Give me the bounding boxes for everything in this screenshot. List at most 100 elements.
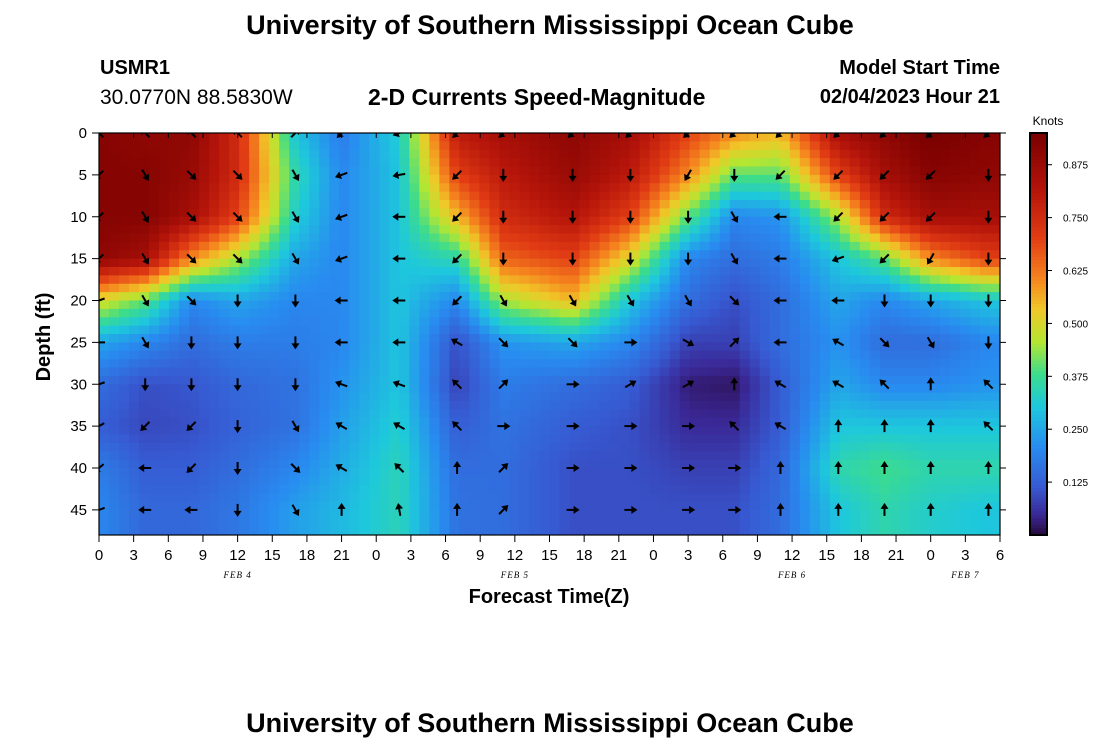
heatmap-cell <box>399 292 410 302</box>
heatmap-cell <box>139 367 150 377</box>
heatmap-cell <box>959 350 971 360</box>
heatmap-cell <box>479 493 491 503</box>
heatmap-cell <box>589 325 601 335</box>
heatmap-cell <box>499 267 511 276</box>
heatmap-cell <box>979 208 991 218</box>
heatmap-cell <box>769 468 781 477</box>
heatmap-cell <box>949 174 961 184</box>
heatmap-cell <box>329 468 340 477</box>
heatmap-cell <box>629 350 641 360</box>
heatmap-cell <box>99 526 110 535</box>
heatmap-cell <box>609 392 621 402</box>
heatmap-cell <box>389 241 400 251</box>
heatmap-cell <box>509 392 521 402</box>
colorbar-label: Knots <box>1033 114 1064 128</box>
heatmap-cell <box>119 484 130 494</box>
heatmap-cell <box>119 476 130 486</box>
heatmap-cell <box>849 241 861 251</box>
heatmap-cell <box>169 401 180 410</box>
heatmap-cell <box>119 325 130 335</box>
heatmap-cell <box>779 426 791 436</box>
heatmap-cell <box>399 484 410 494</box>
heatmap-cell <box>109 367 120 377</box>
heatmap-cell <box>429 359 440 369</box>
heatmap-cell <box>189 401 200 410</box>
heatmap-cell <box>289 325 300 335</box>
heatmap-cell <box>269 250 280 260</box>
heatmap-cell <box>119 459 130 469</box>
heatmap-cell <box>879 241 891 251</box>
heatmap-cell <box>489 174 501 184</box>
heatmap-cell <box>789 317 801 327</box>
heatmap-cell <box>229 417 240 427</box>
heatmap-cell <box>699 459 711 469</box>
heatmap-cell <box>489 501 501 511</box>
heatmap-cell <box>509 409 521 419</box>
heatmap-cell <box>239 484 250 494</box>
heatmap-cell <box>709 459 721 469</box>
current-arrow <box>334 338 348 347</box>
heatmap-cell <box>169 292 180 302</box>
heatmap-cell <box>889 191 901 201</box>
heatmap-cell <box>629 426 641 436</box>
heatmap-cell <box>149 375 160 385</box>
heatmap-cell <box>299 233 310 243</box>
heatmap-cell <box>139 283 150 293</box>
heatmap-cell <box>829 283 841 293</box>
heatmap-cell <box>909 451 921 461</box>
heatmap-cell <box>209 451 220 461</box>
heatmap-cell <box>439 292 450 302</box>
heatmap-cell <box>969 174 981 184</box>
heatmap-cell <box>549 476 561 486</box>
heatmap-cell <box>649 267 661 276</box>
current-arrow <box>291 420 300 433</box>
heatmap-cell <box>659 367 671 377</box>
heatmap-cell <box>619 191 631 201</box>
heatmap-cell <box>189 283 200 293</box>
heatmap-cell <box>179 149 190 159</box>
heatmap-cell <box>929 442 941 452</box>
heatmap-cell <box>159 292 170 302</box>
heatmap-cell <box>669 493 681 503</box>
heatmap-cell <box>639 417 651 427</box>
heatmap-cell <box>619 208 631 218</box>
heatmap-cell <box>569 434 581 444</box>
heatmap-cell <box>439 476 450 486</box>
heatmap-cell <box>889 233 901 243</box>
heatmap-cell <box>909 501 921 511</box>
heatmap-cell <box>719 501 731 511</box>
heatmap-cell <box>99 317 110 327</box>
heatmap-cell <box>599 216 611 226</box>
heatmap-cell <box>149 267 160 276</box>
heatmap-cell <box>889 241 901 251</box>
heatmap-cell <box>909 149 921 159</box>
x-tick-label: 0 <box>95 547 103 564</box>
heatmap-cell <box>129 392 140 402</box>
heatmap-cell <box>709 468 721 477</box>
heatmap-cell <box>669 308 681 318</box>
heatmap-cell <box>139 174 150 184</box>
heatmap-cell <box>439 484 450 494</box>
heatmap-cell <box>679 191 691 201</box>
heatmap-cell <box>769 409 781 419</box>
heatmap-cell <box>739 275 751 285</box>
heatmap-cell <box>649 233 661 243</box>
heatmap-cell <box>709 476 721 486</box>
current-arrow <box>392 338 406 347</box>
heatmap-cell <box>449 493 460 503</box>
heatmap-cell <box>409 350 420 360</box>
heatmap-cell <box>579 409 591 419</box>
heatmap-cell <box>749 258 761 268</box>
heatmap-cell <box>659 442 671 452</box>
current-arrow <box>684 169 692 181</box>
heatmap-cell <box>239 200 250 209</box>
heatmap-cell <box>249 233 260 243</box>
colorbar-segment <box>1030 290 1047 295</box>
heatmap-cell <box>159 384 170 394</box>
heatmap-cell <box>609 518 621 528</box>
heatmap-cell <box>259 434 270 444</box>
heatmap-cell <box>459 292 471 302</box>
heatmap-cell <box>119 267 130 276</box>
heatmap-cell <box>879 308 891 318</box>
heatmap-cell <box>649 476 661 486</box>
